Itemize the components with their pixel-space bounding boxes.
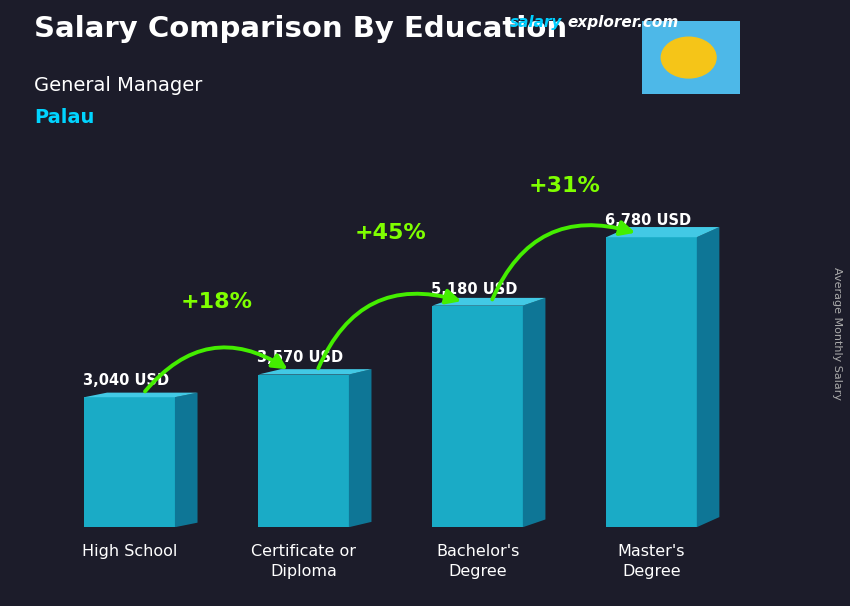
Text: salary: salary (510, 15, 563, 30)
Text: 6,780 USD: 6,780 USD (604, 213, 691, 228)
Polygon shape (258, 375, 348, 527)
Polygon shape (606, 227, 719, 237)
Text: 3,040 USD: 3,040 USD (82, 373, 169, 388)
Polygon shape (523, 298, 546, 527)
Text: +45%: +45% (354, 223, 427, 243)
Text: Salary Comparison By Education: Salary Comparison By Education (34, 15, 567, 43)
Polygon shape (84, 397, 175, 527)
Polygon shape (433, 298, 546, 305)
Text: +31%: +31% (529, 176, 600, 196)
Polygon shape (606, 237, 697, 527)
Text: Average Monthly Salary: Average Monthly Salary (832, 267, 842, 400)
Polygon shape (258, 369, 371, 375)
Text: 3,570 USD: 3,570 USD (257, 350, 343, 365)
Text: General Manager: General Manager (34, 76, 202, 95)
FancyArrowPatch shape (492, 222, 632, 299)
Polygon shape (84, 393, 197, 397)
Text: +18%: +18% (181, 291, 252, 312)
Circle shape (661, 37, 716, 78)
Text: explorer.com: explorer.com (568, 15, 679, 30)
Polygon shape (433, 305, 523, 527)
FancyArrowPatch shape (145, 347, 284, 391)
Text: Palau: Palau (34, 108, 94, 127)
Polygon shape (175, 393, 197, 527)
FancyArrowPatch shape (318, 291, 457, 368)
Text: 5,180 USD: 5,180 USD (431, 282, 517, 296)
Polygon shape (697, 227, 719, 527)
Polygon shape (348, 369, 371, 527)
